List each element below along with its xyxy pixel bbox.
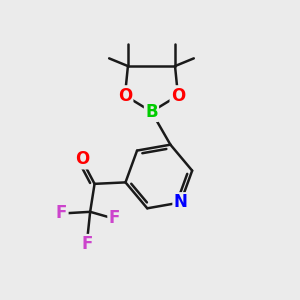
- Text: B: B: [145, 103, 158, 121]
- Text: N: N: [174, 194, 188, 211]
- Text: F: F: [56, 204, 67, 222]
- Text: F: F: [109, 209, 120, 227]
- Text: O: O: [118, 86, 132, 104]
- Text: O: O: [171, 86, 185, 104]
- Text: F: F: [82, 235, 93, 253]
- Text: O: O: [75, 150, 89, 168]
